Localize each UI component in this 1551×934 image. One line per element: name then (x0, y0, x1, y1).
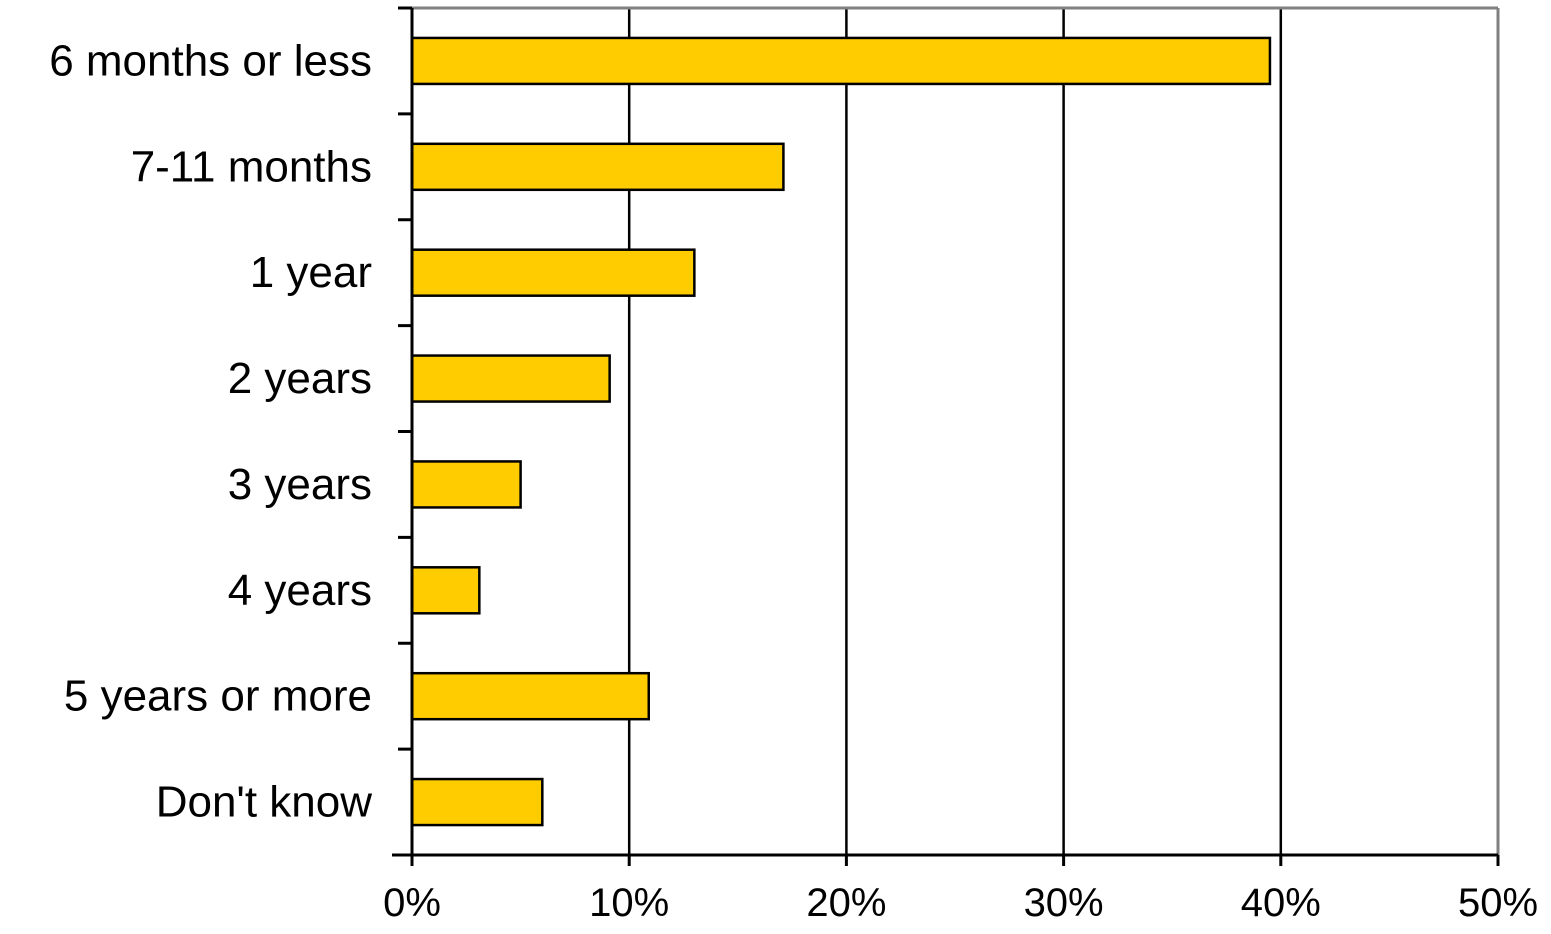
bar (410, 777, 544, 827)
category-label: 7-11 months (131, 142, 372, 191)
x-tick-label: 10% (589, 881, 669, 925)
category-label: 5 years or more (64, 672, 372, 721)
category-labels: 6 months or less 7-11 months 1 year 2 years… (49, 36, 372, 826)
category-label: 3 years (228, 460, 372, 509)
category-label: 1 year (250, 248, 372, 297)
x-tick-label: 30% (1024, 881, 1104, 925)
category-label: 6 months or less (49, 36, 372, 85)
bar (410, 142, 785, 192)
bar (410, 460, 522, 509)
category-label: Don't know (156, 778, 373, 827)
category-label: 2 years (228, 354, 372, 403)
category-label: 4 years (228, 566, 372, 615)
x-tick-label: 20% (806, 881, 886, 925)
gridlines (627, 8, 1283, 855)
bar (410, 566, 481, 615)
x-tick-label: 50% (1458, 881, 1538, 925)
bar (410, 671, 650, 721)
bars (410, 36, 1272, 827)
bar (410, 36, 1272, 86)
axes (392, 6, 1500, 866)
bar (410, 354, 611, 403)
x-tick-labels: 0% 10% 20% 30% 40% 50% (383, 881, 1538, 925)
x-tick-label: 0% (383, 881, 441, 925)
bar (410, 248, 696, 297)
x-tick-label: 40% (1241, 881, 1321, 925)
